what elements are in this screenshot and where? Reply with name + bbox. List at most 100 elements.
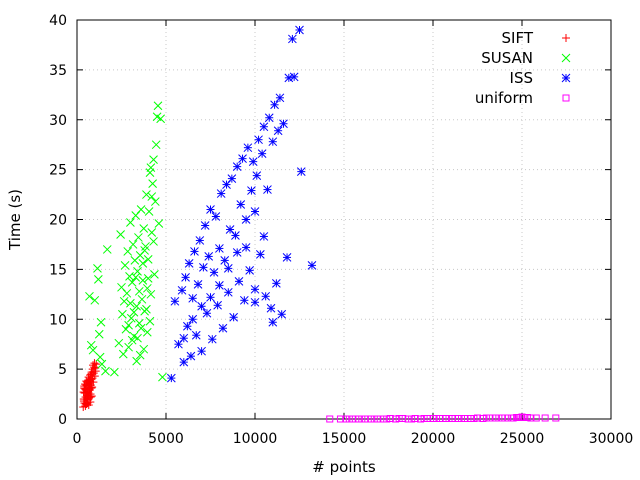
data-point-iss bbox=[257, 149, 267, 159]
data-point-iss bbox=[241, 215, 251, 224]
data-point-susan bbox=[158, 372, 167, 382]
y-tick-label: 35 bbox=[49, 63, 67, 79]
data-point-susan bbox=[139, 224, 149, 233]
data-point-uniform bbox=[424, 415, 432, 423]
data-point-susan bbox=[142, 190, 151, 199]
data-point-iss bbox=[307, 261, 317, 270]
data-point-iss bbox=[195, 236, 205, 245]
data-point-susan bbox=[128, 240, 138, 249]
data-point-uniform bbox=[507, 414, 515, 422]
data-point-iss bbox=[245, 266, 255, 275]
data-point-iss bbox=[197, 301, 206, 311]
data-point-susan bbox=[134, 286, 144, 296]
data-point-iss bbox=[284, 73, 294, 83]
series-susan bbox=[85, 101, 167, 382]
data-point-iss bbox=[177, 285, 187, 295]
data-point-susan bbox=[110, 367, 119, 377]
data-point-sift bbox=[83, 399, 92, 408]
data-point-susan bbox=[122, 288, 132, 298]
data-point-iss bbox=[263, 185, 272, 194]
data-point-susan bbox=[143, 273, 153, 283]
data-point-uniform bbox=[514, 414, 522, 422]
data-point-sift bbox=[86, 393, 95, 402]
data-point-uniform bbox=[486, 414, 494, 422]
data-point-sift bbox=[81, 400, 90, 409]
data-point-sift bbox=[87, 384, 96, 393]
data-point-uniform bbox=[429, 415, 437, 423]
data-point-susan bbox=[135, 350, 145, 360]
data-point-susan bbox=[142, 304, 151, 314]
data-point-susan bbox=[126, 313, 136, 323]
x-tick-label: 0 bbox=[73, 431, 82, 447]
data-point-uniform bbox=[498, 414, 506, 422]
data-point-iss bbox=[295, 25, 304, 35]
data-point-uniform bbox=[470, 415, 478, 423]
y-tick-label: 25 bbox=[49, 163, 67, 179]
data-point-iss bbox=[275, 93, 285, 103]
data-point-iss bbox=[186, 351, 196, 361]
data-point-susan bbox=[94, 274, 103, 284]
legend-marker-susan bbox=[561, 53, 571, 63]
data-point-susan bbox=[148, 179, 158, 188]
legend-label-sift: SIFT bbox=[502, 29, 534, 47]
y-tick-label: 20 bbox=[49, 213, 67, 229]
data-point-uniform bbox=[392, 415, 400, 423]
data-point-susan bbox=[127, 277, 137, 287]
data-point-iss bbox=[202, 308, 212, 318]
data-point-uniform bbox=[552, 414, 560, 422]
data-point-iss bbox=[234, 276, 244, 286]
data-point-susan bbox=[97, 359, 107, 369]
data-point-uniform bbox=[479, 415, 487, 423]
data-point-iss bbox=[213, 300, 222, 310]
data-point-uniform bbox=[358, 415, 366, 423]
data-point-uniform bbox=[474, 414, 481, 422]
data-point-uniform bbox=[445, 415, 453, 423]
data-point-susan bbox=[134, 318, 144, 328]
y-tick-label: 0 bbox=[58, 412, 67, 428]
data-point-susan bbox=[151, 140, 161, 150]
data-point-uniform bbox=[532, 414, 540, 422]
data-point-iss bbox=[188, 293, 198, 303]
data-point-iss bbox=[209, 268, 219, 277]
tick-layer: 0 5000 10000 15000 20000 25000 30000 0 5 10 15 20 25… bbox=[49, 13, 633, 447]
data-point-iss bbox=[199, 263, 208, 272]
data-point-susan bbox=[138, 259, 148, 268]
grid-layer bbox=[77, 20, 611, 419]
data-point-susan bbox=[150, 270, 159, 279]
data-point-iss bbox=[279, 119, 288, 129]
data-point-uniform bbox=[461, 415, 469, 423]
data-point-susan bbox=[85, 291, 94, 301]
data-point-susan bbox=[154, 219, 164, 228]
data-point-uniform bbox=[374, 415, 382, 423]
data-point-susan bbox=[136, 323, 146, 333]
data-point-susan bbox=[124, 342, 133, 352]
data-point-susan bbox=[145, 316, 155, 326]
data-point-iss bbox=[206, 292, 215, 302]
data-point-uniform bbox=[495, 414, 503, 422]
data-point-uniform bbox=[523, 414, 531, 422]
data-point-uniform bbox=[520, 414, 528, 422]
data-point-susan bbox=[123, 247, 133, 256]
data-point-iss bbox=[238, 154, 247, 164]
data-point-uniform bbox=[541, 414, 549, 422]
data-point-iss bbox=[218, 323, 228, 333]
data-point-iss bbox=[183, 321, 192, 331]
x-tick-label: 15000 bbox=[322, 431, 367, 447]
data-point-iss bbox=[259, 232, 269, 241]
data-point-uniform bbox=[408, 415, 416, 423]
data-point-iss bbox=[277, 309, 287, 319]
data-point-susan bbox=[86, 340, 96, 350]
y-tick-label: 15 bbox=[49, 262, 67, 278]
data-point-iss bbox=[190, 247, 199, 256]
data-point-iss bbox=[223, 287, 233, 297]
data-point-iss bbox=[188, 314, 198, 324]
data-point-uniform bbox=[491, 414, 499, 422]
x-tick-label: 5000 bbox=[148, 431, 184, 447]
data-point-iss bbox=[289, 72, 299, 82]
data-point-iss bbox=[239, 295, 249, 305]
data-point-susan bbox=[156, 114, 166, 124]
points-layer bbox=[79, 25, 560, 423]
data-point-iss bbox=[250, 297, 260, 307]
legend: SIFT SUSAN ISS uniform bbox=[475, 29, 571, 107]
